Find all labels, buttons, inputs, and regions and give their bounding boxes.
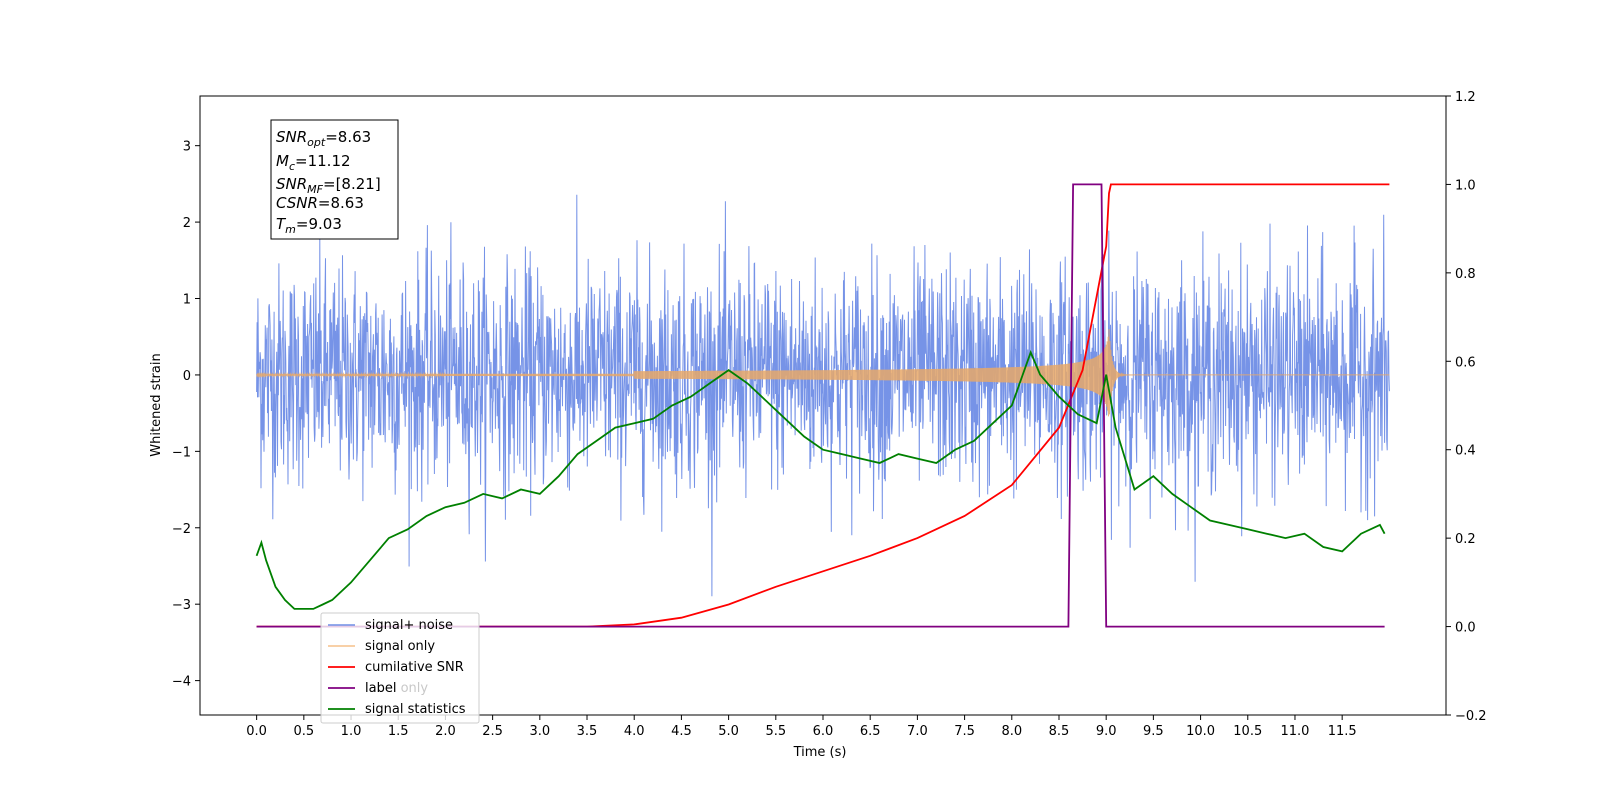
legend-label: signal only (365, 639, 435, 654)
x-axis-label: Time (s) (793, 745, 847, 760)
series-signal-statistics (255, 349, 1386, 610)
y-tick-right-label: 0.6 (1455, 355, 1476, 370)
legend-label: label (365, 681, 396, 696)
y-tick-left-label: −3 (172, 598, 191, 613)
info-mc: Mc=11.12 (276, 152, 351, 173)
info-snr-opt: SNRopt=8.63 (276, 128, 371, 149)
legend-hidden-label: label only (365, 681, 428, 696)
x-tick-label: 0.0 (246, 724, 267, 739)
x-tick-label: 10.5 (1233, 724, 1262, 739)
legend-item-signal-statistics: signal statistics (328, 702, 466, 717)
x-axis: 0.0 0.5 1.0 1.5 2.0 2.5 3.0 3.5 4.0 4.5 5.0 5.5 6.0 6… (246, 715, 1357, 739)
x-tick-label: 3.0 (529, 724, 550, 739)
x-tick-label: 8.0 (1001, 724, 1022, 739)
x-tick-label: 4.5 (671, 724, 692, 739)
y-tick-right-label: −0.2 (1455, 709, 1487, 724)
info-tm: Tm=9.03 (276, 215, 342, 236)
series-cumulative-snr (256, 183, 1390, 628)
y-tick-left-label: 3 (183, 140, 191, 155)
x-tick-label: 1.5 (388, 724, 409, 739)
legend-item-signal-noise: signal+ noise (328, 618, 453, 633)
x-tick-label: 2.5 (482, 724, 503, 739)
y-axis-right: 1.2 1.0 0.8 0.6 0.4 0.2 0.0 −0.2 (1446, 90, 1487, 724)
y-tick-right-label: 0.4 (1455, 444, 1476, 459)
series-signal-only (256, 329, 1390, 417)
x-tick-label: 6.5 (860, 724, 881, 739)
y-tick-left-label: 0 (183, 369, 191, 384)
y-tick-left-label: −1 (172, 445, 191, 460)
y-tick-right-label: 0.8 (1455, 267, 1476, 282)
x-tick-label: 5.0 (718, 724, 739, 739)
x-tick-label: 0.5 (293, 724, 314, 739)
legend-item-signal-only: signal only (328, 639, 435, 654)
y-tick-right-label: 0.2 (1455, 532, 1476, 547)
plot-area (255, 183, 1390, 628)
x-tick-label: 2.0 (435, 724, 456, 739)
legend-label: cumilative SNR (365, 660, 464, 675)
x-tick-label: 10.0 (1186, 724, 1215, 739)
x-tick-label: 9.0 (1096, 724, 1117, 739)
info-box: SNRopt=8.63 Mc=11.12 SNRMF=[8.21] CSNR=8… (270, 119, 399, 240)
x-tick-label: 6.0 (813, 724, 834, 739)
y-tick-right-label: 1.0 (1455, 178, 1476, 193)
y-tick-right-label: 0.0 (1455, 621, 1476, 636)
info-snr-mf: SNRMF=[8.21] (276, 175, 381, 196)
legend-item-cumulative-snr: cumilative SNR (328, 660, 464, 675)
x-tick-label: 3.5 (577, 724, 598, 739)
x-tick-label: 7.5 (954, 724, 975, 739)
info-csnr: CSNR=8.63 (276, 194, 364, 212)
x-tick-label: 4.0 (624, 724, 645, 739)
x-tick-label: 8.5 (1049, 724, 1070, 739)
y-tick-left-label: 2 (183, 216, 191, 231)
x-tick-label: 9.5 (1143, 724, 1164, 739)
x-tick-label: 11.5 (1328, 724, 1357, 739)
y-axis-label: Whitened strain (149, 353, 164, 456)
y-axis-left: 3 2 1 0 −1 −2 −3 −4 (172, 140, 200, 690)
x-tick-label: 1.0 (341, 724, 362, 739)
series-signal-noise (256, 194, 1390, 597)
series-label (256, 183, 1385, 628)
y-tick-left-label: 1 (183, 293, 191, 308)
x-tick-label: 7.0 (907, 724, 928, 739)
x-tick-label: 11.0 (1280, 724, 1309, 739)
y-tick-left-label: −4 (172, 675, 191, 690)
y-tick-left-label: −2 (172, 522, 191, 537)
legend-item-label: label (328, 681, 396, 696)
x-tick-label: 5.5 (765, 724, 786, 739)
legend: label only signal+ noise signal only cum… (320, 612, 480, 724)
legend-label: signal+ noise (365, 618, 453, 633)
y-tick-right-label: 1.2 (1455, 90, 1476, 105)
legend-label: signal statistics (365, 702, 466, 717)
